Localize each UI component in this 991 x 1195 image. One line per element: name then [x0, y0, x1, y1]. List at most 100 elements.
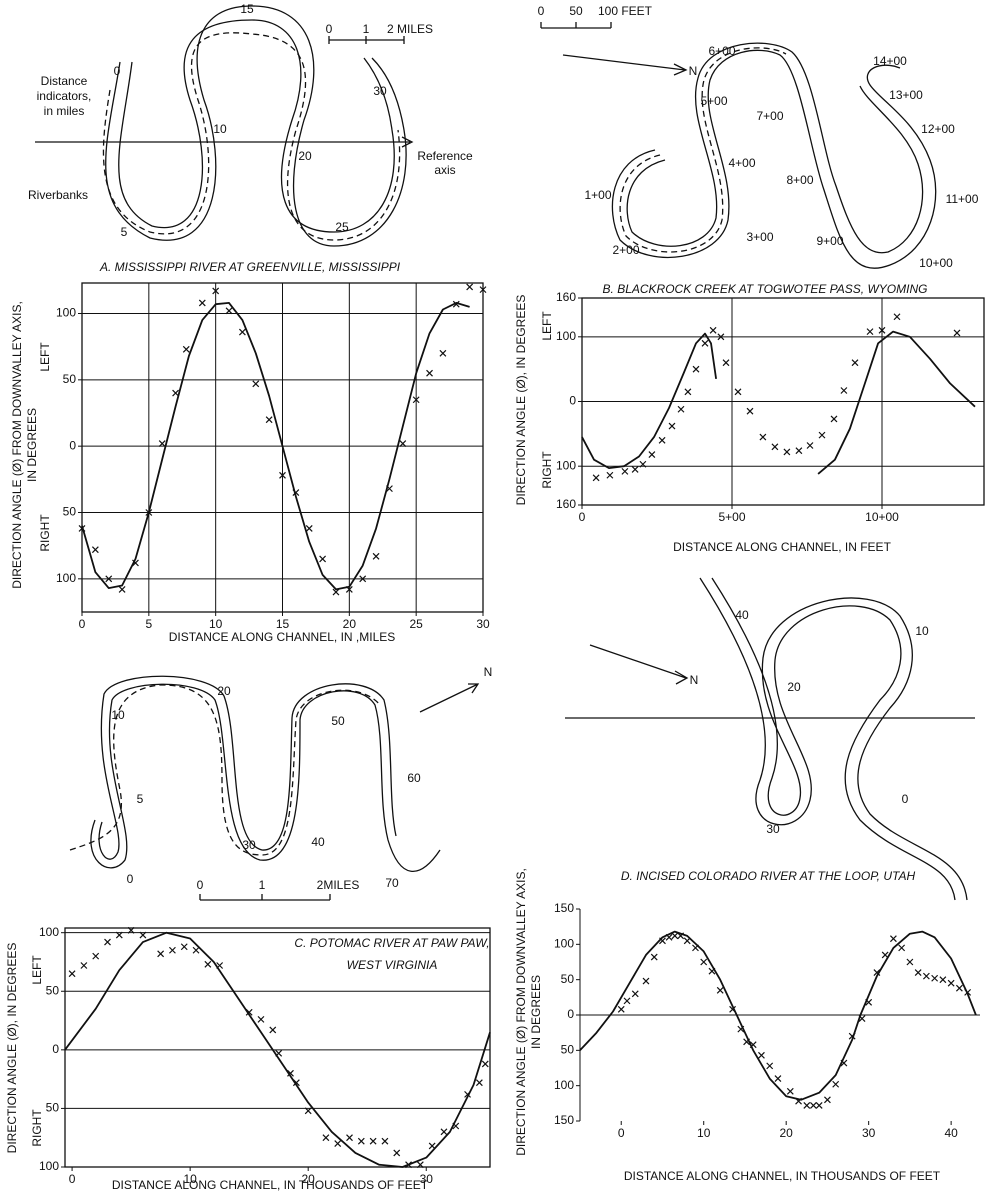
point — [104, 938, 111, 946]
point — [953, 329, 961, 337]
point — [692, 365, 700, 373]
map-label: 60 — [407, 771, 421, 785]
panel: A. MISSISSIPPI RIVER AT GREENVILLE, MISS… — [10, 2, 490, 644]
map-label: indicators, — [37, 89, 92, 103]
y-tick-label: 160 — [556, 497, 576, 511]
x-tick-label: 5+00 — [718, 510, 745, 524]
point — [198, 299, 206, 307]
point — [939, 976, 947, 984]
point — [180, 943, 188, 951]
y-axis-title-line: IN DEGREES — [529, 975, 543, 1049]
point — [759, 433, 767, 441]
y-axis-side: RIGHT — [30, 1109, 44, 1147]
curve — [81, 302, 470, 591]
point — [830, 415, 838, 423]
map-label: 3+00 — [746, 230, 773, 244]
x-tick-label: 20 — [780, 1126, 794, 1140]
map-label: 4+00 — [728, 156, 755, 170]
x-tick-label: 0 — [79, 617, 86, 631]
panel: B. BLACKROCK CREEK AT TOGWOTEE PASS, WYO… — [514, 4, 985, 554]
point — [592, 474, 600, 482]
curve — [581, 330, 976, 475]
point — [803, 1102, 811, 1109]
point — [840, 387, 848, 394]
point — [305, 524, 313, 532]
point — [774, 1075, 782, 1083]
y-axis-side: RIGHT — [38, 514, 52, 552]
point — [172, 389, 179, 397]
point — [157, 950, 165, 958]
point — [225, 307, 233, 315]
point — [717, 333, 725, 341]
chart-title: A. MISSISSIPPI RIVER AT GREENVILLE, MISS… — [99, 260, 401, 274]
y-axis-title-line: DIRECTION ANGLE (Ø) FROM DOWNVALLEY AXIS… — [514, 868, 528, 1156]
map-label: 8+00 — [786, 173, 813, 187]
x-tick-label: 30 — [420, 1172, 434, 1186]
point — [426, 369, 433, 377]
y-tick-label: 0 — [569, 394, 576, 408]
scale-bar — [199, 894, 331, 901]
point — [139, 931, 147, 939]
map-label: 9+00 — [816, 234, 843, 248]
map-label: 14+00 — [873, 54, 907, 68]
point — [893, 313, 901, 321]
point — [889, 935, 897, 943]
point — [786, 1087, 794, 1095]
map-label: 10 — [915, 624, 929, 638]
point — [716, 986, 724, 994]
point — [479, 286, 487, 294]
y-axis-title: DIRECTION ANGLE (Ø) FROM DOWNVALLEY AXIS… — [514, 868, 543, 1156]
riverbank — [699, 577, 956, 901]
point — [332, 588, 340, 596]
y-tick-label: 150 — [554, 901, 574, 915]
map-label: 40 — [311, 835, 325, 849]
x-axis-title: DISTANCE ALONG CHANNEL, IN THOUSANDS OF … — [112, 1178, 429, 1192]
point — [783, 448, 791, 456]
point — [346, 1134, 353, 1142]
riverbank — [98, 675, 397, 860]
map-label: 100 FEET — [598, 4, 653, 18]
point — [815, 1102, 823, 1109]
map-label: Riverbanks — [28, 188, 88, 202]
point — [334, 1140, 342, 1147]
point — [809, 1102, 817, 1109]
point — [399, 440, 407, 447]
y-tick-label: 100 — [56, 306, 76, 320]
map-label: Distance — [41, 74, 88, 88]
map-label: 5 — [137, 792, 144, 806]
channel — [69, 684, 381, 856]
map-label: 20 — [787, 680, 801, 694]
north-arrow — [419, 683, 480, 713]
x-tick-label: 10 — [209, 617, 223, 631]
y-tick-label: 100 — [554, 1078, 574, 1092]
map-label: 0 — [127, 872, 134, 886]
map-label: 1+00 — [584, 188, 611, 202]
point — [642, 977, 650, 985]
map-label: Reference — [417, 149, 473, 163]
point — [265, 416, 273, 424]
chart-title: C. POTOMAC RIVER AT PAW PAW, — [294, 936, 489, 950]
point — [898, 944, 906, 952]
point — [606, 471, 614, 479]
map-label: 0 — [114, 64, 121, 78]
point — [287, 1069, 294, 1077]
map-label: 6+00 — [708, 44, 735, 58]
point — [766, 1062, 774, 1070]
point — [279, 471, 286, 479]
point — [440, 1128, 448, 1136]
point — [701, 339, 709, 347]
point — [639, 460, 647, 468]
point — [269, 1026, 277, 1034]
y-tick-label: 150 — [554, 1113, 574, 1127]
point — [127, 926, 135, 934]
point — [92, 952, 100, 960]
x-axis-title: DISTANCE ALONG CHANNEL, IN FEET — [673, 540, 891, 554]
map-label: N — [484, 665, 493, 679]
x-tick-label: 10 — [183, 1172, 197, 1186]
y-tick-label: 160 — [556, 290, 576, 304]
point — [304, 1107, 312, 1115]
point — [806, 442, 814, 449]
reference-axis — [35, 136, 414, 148]
x-tick-label: 40 — [944, 1126, 958, 1140]
map-label: 20 — [217, 684, 231, 698]
